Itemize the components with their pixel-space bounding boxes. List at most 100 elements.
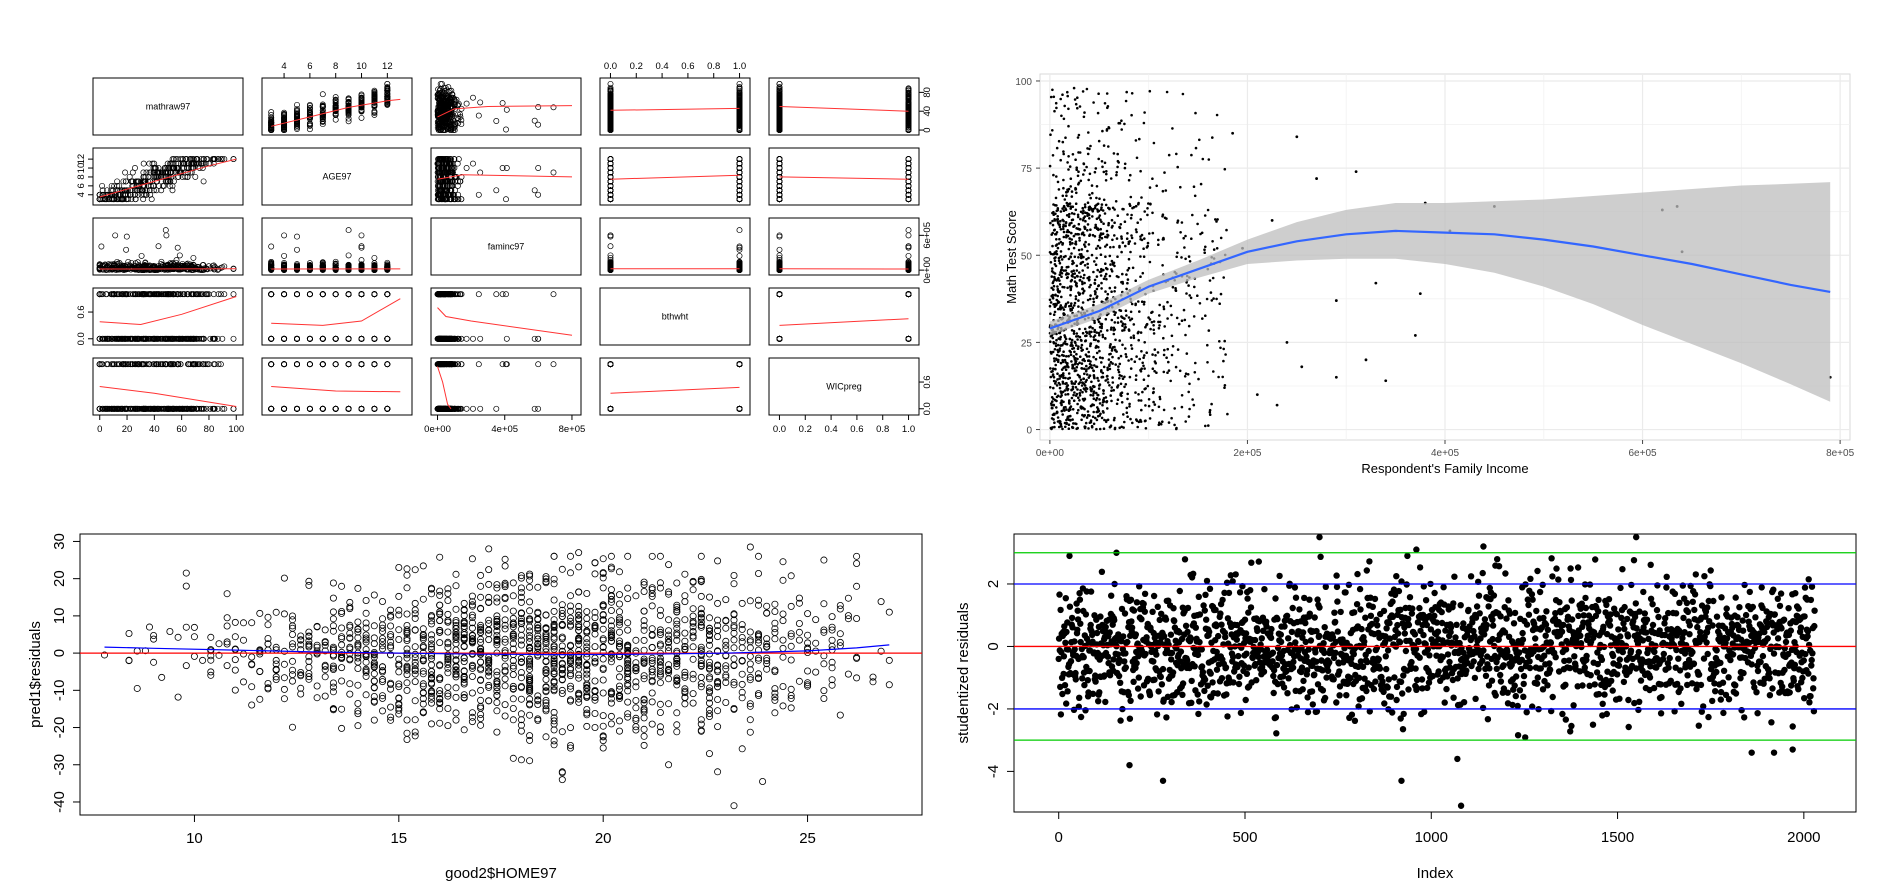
pairs-point [294,118,300,125]
pairs-point [436,95,443,102]
pairs-point [503,106,510,113]
pairs-cell [261,217,413,276]
pairs-point [446,88,453,94]
pairs-point [306,115,313,122]
pairs-point [550,104,557,111]
pairs-cell: mathraw97 [92,77,244,136]
pairs-point [281,116,288,123]
pairs-point [268,117,275,124]
pairs-point [345,118,352,125]
pairs-cell [261,77,413,136]
pairs-point [441,115,448,122]
pairs-cell-frame [768,147,920,206]
pairs-point [384,88,391,94]
pairs-points [434,80,557,134]
pairs-point [439,80,445,87]
pairs-point [503,126,509,133]
pairs-point [358,94,365,101]
pairs-point [306,126,313,133]
pairs-point [319,103,326,110]
pairs-variable-label: AGE97 [322,172,351,182]
pairs-cell [92,147,244,206]
pairs-cell [430,77,582,136]
pairs-point [444,93,451,100]
pairs-point [458,121,465,128]
pairs-loess-line [271,98,401,127]
pairs-point [268,126,275,132]
pairs-point [294,107,300,114]
pairs-point [281,109,288,116]
pairs-point [294,121,300,128]
pairs-point [499,100,506,107]
pairs-point [607,124,614,131]
pairs-cell [768,77,920,136]
pairs-point [607,84,614,91]
pairs-point [439,91,446,98]
pairs-point [294,105,300,112]
pairs-point [384,84,391,91]
pairs-point [446,102,453,108]
pairs-point [440,127,447,134]
pairs-point [607,123,614,130]
pairs-cell [768,217,920,276]
pairs-point [345,115,352,122]
pairs-point [454,114,461,121]
pairs-cell-frame [768,217,920,276]
pairs-point [281,118,288,125]
pairs-point [281,127,288,134]
pairs-point [281,124,288,131]
pairs-point [451,124,458,130]
pairs-point [319,114,326,121]
pairs-point [477,99,484,106]
pairs-point [442,84,449,91]
pairs-cell [92,287,244,346]
pairs-point [455,120,462,127]
pairs-point [440,124,447,131]
pairs-cell [92,217,244,276]
pairs-variable-label: faminc97 [488,242,525,252]
pairs-point [384,99,391,106]
pairs-point [434,92,441,99]
pairs-point [345,102,352,109]
pairs-point [736,87,743,94]
pairs-point [451,127,458,134]
pairs-point [437,90,444,97]
pairs-point [371,109,378,116]
pairs-points [268,80,391,134]
pairs-variable-label: mathraw97 [146,102,191,112]
pairs-point [371,102,378,108]
pairs-point [358,114,365,121]
pairs-cell [261,287,413,346]
pairs-point [607,127,614,134]
pairs-point [445,84,452,91]
pairs-point [345,100,352,107]
pairs-point [306,122,313,129]
pairs-point [294,101,300,108]
pairs-point [736,84,743,91]
pairs-points [607,80,743,134]
pairs-point [294,126,300,132]
pairs-point [332,94,339,101]
pairs-point [306,111,313,118]
pairs-point [493,118,500,124]
pairs-point [736,121,743,128]
pairs-point [345,110,352,117]
pairs-point [384,90,391,97]
pairs-point [319,107,326,114]
pairs-point [268,109,275,116]
pairs-point [306,102,313,109]
pairs-point [444,95,451,102]
pairs-point [607,99,614,106]
pairs-point [736,80,743,87]
pairs-point [268,112,275,118]
pairs-cell-frame [599,217,751,276]
pairs-cell-frame [599,77,751,136]
pairs-point [371,93,378,100]
pairs-point [281,120,288,127]
pairs-point [470,94,476,101]
pairs-point [306,104,313,111]
pairs-point [736,93,743,100]
pairs-point [434,113,441,120]
